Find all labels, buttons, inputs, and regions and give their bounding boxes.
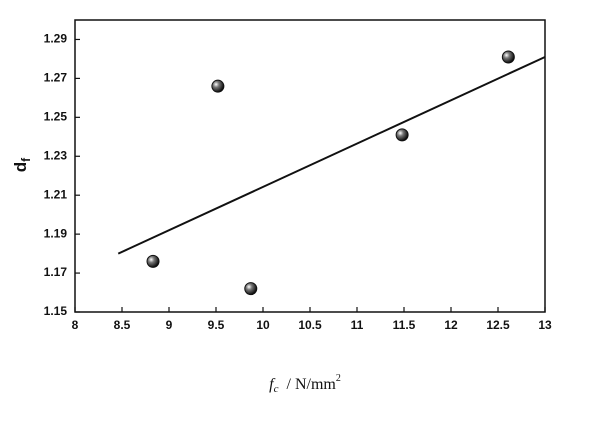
- x-tick-label: 12.5: [486, 318, 510, 332]
- y-axis-title: df: [11, 157, 33, 172]
- x-tick-label: 11.5: [393, 318, 416, 332]
- data-point: [211, 79, 225, 93]
- x-axis-title: fc / N/mm2: [269, 373, 341, 394]
- y-tick-label: 1.15: [44, 304, 68, 318]
- x-tick-label: 9: [166, 318, 173, 332]
- y-tick-label: 1.21: [44, 187, 68, 201]
- y-tick-label: 1.23: [44, 148, 68, 162]
- x-tick-label: 11: [351, 318, 364, 332]
- y-tick-label: 1.17: [44, 265, 68, 279]
- x-tick-label: 10: [256, 318, 270, 332]
- data-point: [244, 282, 258, 296]
- x-tick-label: 12: [444, 318, 458, 332]
- x-tick-label: 13: [538, 318, 552, 332]
- y-tick-label: 1.25: [44, 110, 68, 124]
- x-tick-label: 10.5: [298, 318, 322, 332]
- y-tick-label: 1.19: [44, 226, 68, 240]
- x-tick-label: 9.5: [208, 318, 225, 332]
- trend-line: [117, 56, 546, 255]
- y-tick-label: 1.29: [44, 32, 68, 46]
- data-point: [146, 254, 160, 268]
- data-point: [395, 128, 409, 142]
- x-tick-label: 8: [72, 318, 79, 332]
- y-tick-label: 1.27: [44, 71, 68, 85]
- data-point: [501, 50, 515, 64]
- x-tick-label: 8.5: [114, 318, 131, 332]
